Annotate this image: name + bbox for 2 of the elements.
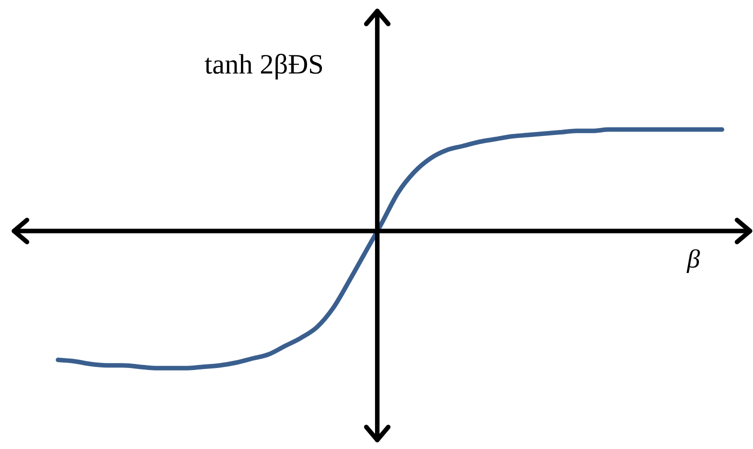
y-axis-title: tanh 2βĐS	[204, 50, 324, 80]
x-axis-title: β	[686, 244, 700, 274]
